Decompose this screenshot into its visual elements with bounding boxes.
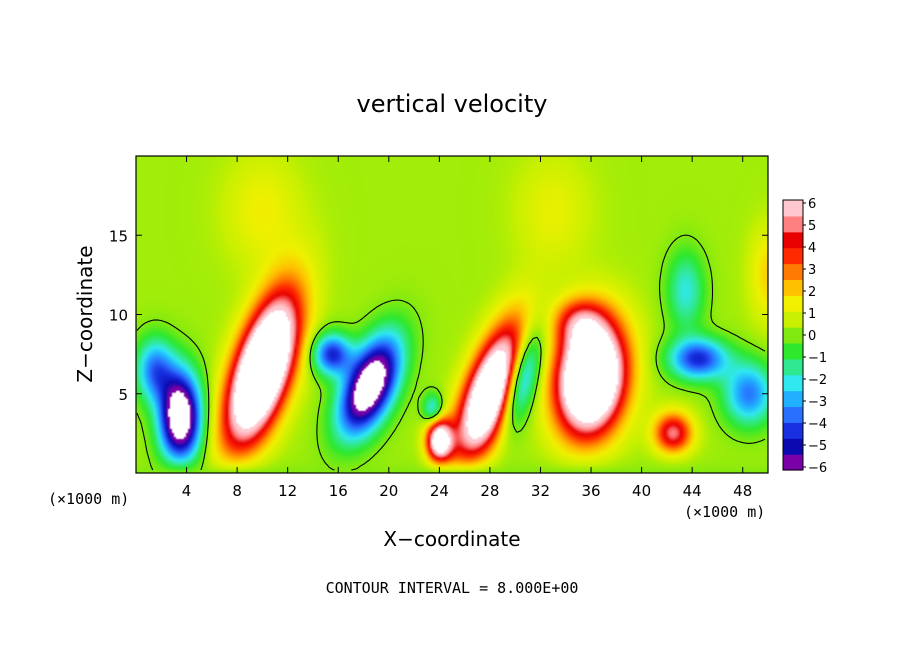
x-tick-label: 20 (379, 482, 398, 500)
colorbar-tick-label: 2 (808, 285, 816, 300)
colorbar-swatch (783, 422, 803, 439)
heatmap-image (136, 156, 768, 473)
x-tick-label: 4 (182, 482, 192, 500)
colorbar-swatch (783, 247, 803, 265)
colorbar-tick-label: −2 (808, 373, 827, 388)
colorbar: 6 5 4 3 2 1 0 −1 −2 −3 −4 −5 −6 (782, 197, 827, 476)
colorbar-swatch (783, 263, 803, 281)
colorbar-tick-label: −1 (808, 351, 827, 366)
colorbar-tick-label: −6 (808, 461, 827, 476)
colorbar-swatch (783, 438, 803, 455)
colorbar-tick-label: 6 (808, 197, 816, 212)
colorbar-tick-label: 3 (808, 263, 816, 278)
colorbar-swatch (783, 390, 803, 408)
colorbar-swatch (783, 215, 803, 233)
y-tick-label: 15 (109, 227, 128, 245)
x-axis-label: X−coordinate (383, 527, 520, 551)
colorbar-tick-label: −4 (808, 417, 827, 432)
x-tick-label: 8 (232, 482, 242, 500)
colorbar-tick-label: 0 (808, 329, 816, 344)
chart-title: vertical velocity (357, 90, 548, 118)
colorbar-swatch (783, 374, 803, 392)
contour-interval-footer: CONTOUR INTERVAL = 8.000E+00 (326, 579, 579, 597)
colorbar-swatch (783, 200, 803, 217)
x-tick-label: 24 (430, 482, 449, 500)
y-unit-label: (×1000 m) (48, 490, 129, 508)
colorbar-tick-label: −5 (808, 439, 827, 454)
y-tick-label: 10 (109, 307, 128, 325)
x-tick-label: 40 (632, 482, 651, 500)
x-tick-label: 16 (329, 482, 348, 500)
zero-contours (136, 234, 766, 471)
x-tick-label: 12 (278, 482, 297, 500)
colorbar-swatch (783, 327, 803, 344)
x-tick-label: 44 (683, 482, 702, 500)
x-axis-ticks: 4 8 12 16 20 24 28 32 36 40 44 48 (182, 156, 752, 500)
colorbar-swatch (783, 279, 803, 296)
colorbar-swatch (783, 406, 803, 423)
colorbar-swatch (783, 454, 803, 471)
colorbar-tick-label: −3 (808, 395, 827, 410)
zero-contour-line (136, 234, 766, 471)
colorbar-tick-label: 4 (808, 241, 816, 256)
x-tick-label: 28 (480, 482, 499, 500)
colorbar-swatch (783, 311, 803, 328)
y-tick-label: 5 (118, 386, 128, 404)
x-unit-label: (×1000 m) (684, 503, 765, 521)
colorbar-swatch (783, 342, 803, 360)
y-axis-label: Z−coordinate (73, 245, 97, 382)
y-axis-ticks: 5 10 15 (109, 227, 768, 404)
colorbar-tick-label: 5 (808, 219, 816, 234)
x-tick-label: 36 (581, 482, 600, 500)
colorbar-swatch (783, 358, 803, 376)
colorbar-tick-label: 1 (808, 307, 816, 322)
x-tick-label: 32 (531, 482, 550, 500)
colorbar-swatch (783, 295, 803, 312)
x-tick-label: 48 (733, 482, 752, 500)
colorbar-swatch (783, 231, 803, 249)
